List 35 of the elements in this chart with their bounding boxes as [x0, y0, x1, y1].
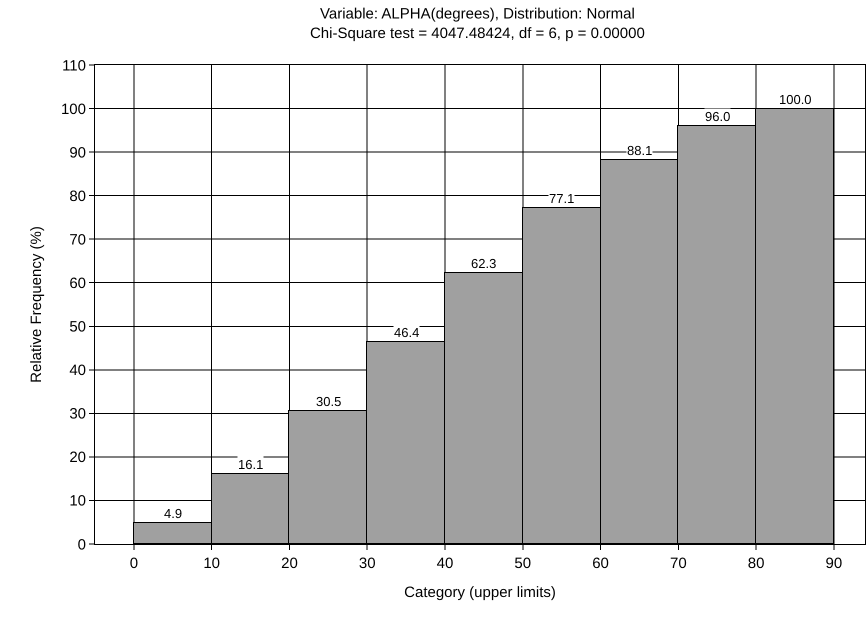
data-label: 77.1: [549, 191, 574, 206]
data-label: 96.0: [705, 109, 730, 124]
x-tick-label: 60: [592, 555, 609, 572]
x-tick-label: 90: [826, 555, 842, 572]
y-tick-label: 80: [69, 188, 86, 205]
y-tick-label: 90: [69, 144, 86, 162]
y-axis-title: Relative Frequency (%): [28, 226, 46, 383]
x-tick-label: 10: [203, 555, 220, 572]
data-label: 30.5: [316, 394, 342, 409]
y-tick-label: 40: [69, 362, 86, 380]
x-tick-label: 20: [281, 555, 298, 572]
y-tick-label: 100: [60, 100, 86, 118]
x-axis-title: Category (upper limits): [404, 584, 556, 601]
y-tick-label: 20: [69, 449, 86, 466]
y-tick-label: 70: [69, 231, 86, 248]
chart-title: Variable: ALPHA(degrees), Distribution: Normal: [320, 6, 635, 23]
data-label: 88.1: [627, 143, 652, 158]
data-label: 16.1: [238, 457, 264, 472]
y-tick-label: 30: [69, 406, 86, 423]
x-tick-label: 70: [670, 555, 687, 572]
chart-subtitle: Chi-Square test = 4047.48424, df = 6, p = 0.00000: [310, 25, 645, 42]
data-label: 4.9: [164, 506, 182, 521]
data-label: 62.3: [471, 256, 496, 271]
y-tick-label: 110: [62, 57, 86, 74]
y-tick-label: 50: [69, 318, 86, 336]
data-label: 100.0: [779, 92, 812, 107]
x-tick-label: 0: [130, 555, 138, 572]
x-tick-label: 30: [358, 555, 376, 572]
x-tick-label: 80: [748, 555, 764, 572]
y-tick-label: 60: [69, 274, 86, 292]
y-tick-label: 10: [69, 492, 86, 510]
x-tick-label: 50: [514, 555, 532, 572]
x-tick-label: 40: [436, 555, 454, 572]
y-tick-label: 0: [78, 536, 86, 554]
data-label: 46.4: [394, 325, 420, 340]
